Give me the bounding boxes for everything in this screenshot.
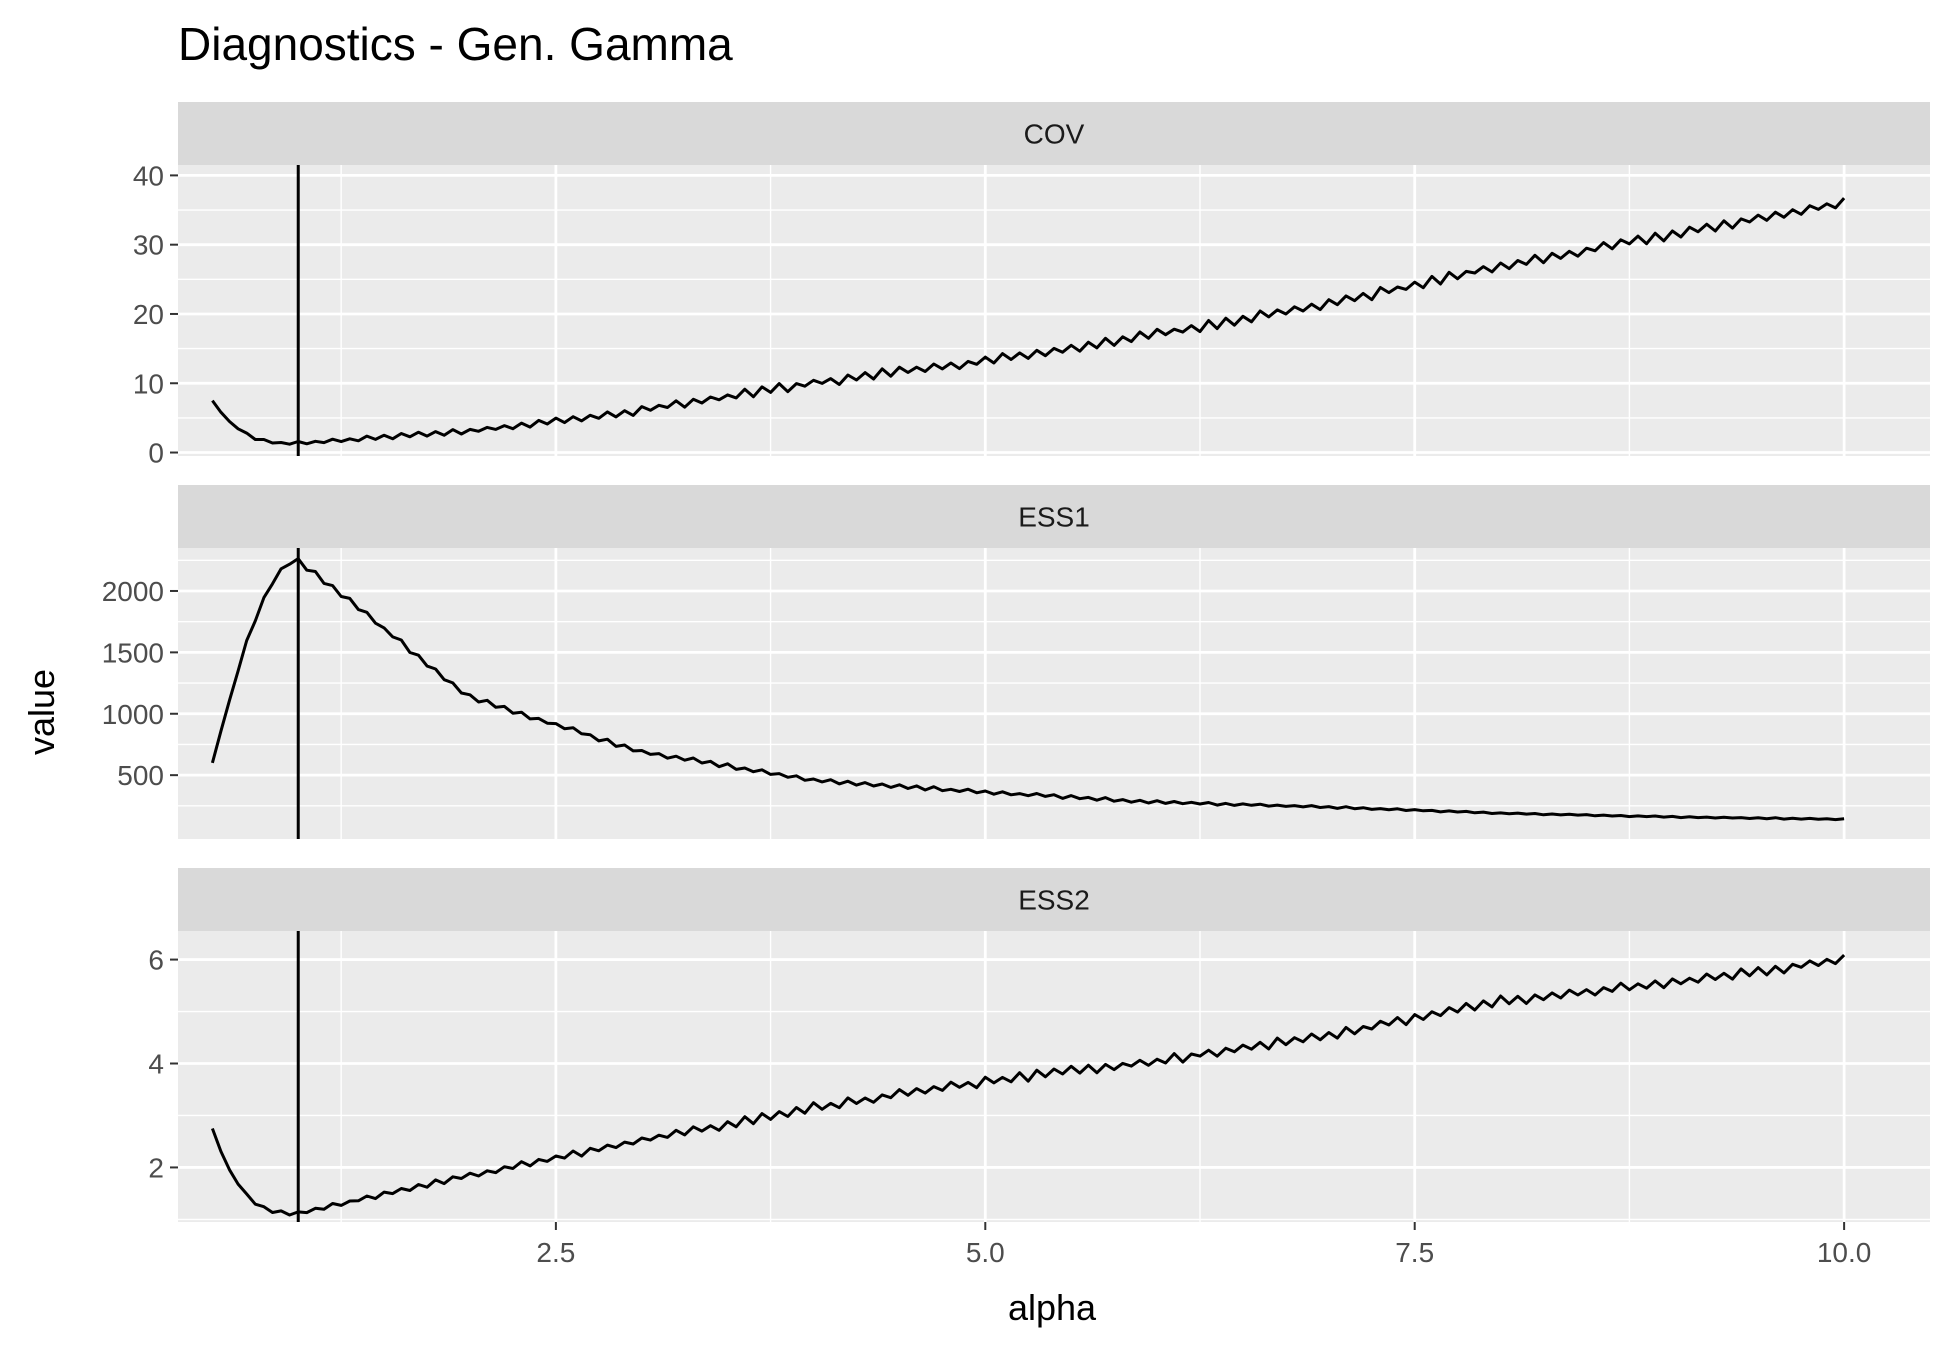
facet-ess1: ESS1 500 1000 1500 2000 xyxy=(102,485,1930,839)
y-tick-label: 0 xyxy=(148,438,164,469)
facet-strip xyxy=(178,102,1930,165)
facet-cov: COV 0 10 20 30 40 xyxy=(133,102,1930,469)
series-line-cov xyxy=(211,197,1846,446)
y-tick-label: 40 xyxy=(133,160,164,191)
series-line-ess2 xyxy=(210,954,1846,1217)
facet-strip-label: ESS2 xyxy=(1018,885,1090,916)
chart-title: Diagnostics - Gen. Gamma xyxy=(178,18,733,70)
y-tick-label: 500 xyxy=(117,760,164,791)
y-tick-label: 2 xyxy=(148,1152,164,1183)
x-tick-label: 2.5 xyxy=(536,1237,575,1268)
x-axis: 2.5 5.0 7.5 10.0 xyxy=(536,1222,1871,1268)
facet-strip-label: COV xyxy=(1024,119,1085,150)
y-tick-label: 10 xyxy=(133,368,164,399)
y-tick-label: 4 xyxy=(148,1049,164,1080)
y-axis-title: value xyxy=(21,669,62,755)
facet-panels: COV 0 10 20 30 40 ESS1 500 1000 1500 2000 ESS2 2 4 6 xyxy=(102,102,1930,1222)
facet-strip xyxy=(178,485,1930,548)
y-tick-label: 30 xyxy=(133,230,164,261)
y-tick-label: 2000 xyxy=(102,576,164,607)
x-tick-label: 7.5 xyxy=(1395,1237,1434,1268)
y-tick-label: 6 xyxy=(148,945,164,976)
panel-background xyxy=(178,931,1930,1222)
y-tick-label: 1000 xyxy=(102,699,164,730)
y-tick-label: 1500 xyxy=(102,637,164,668)
x-axis-title: alpha xyxy=(1008,1287,1097,1328)
facet-strip-label: ESS1 xyxy=(1018,502,1090,533)
x-tick-label: 10.0 xyxy=(1817,1237,1872,1268)
y-tick-label: 20 xyxy=(133,299,164,330)
facet-strip xyxy=(178,868,1930,931)
panel-background xyxy=(178,165,1930,456)
facet-ess2: ESS2 2 4 6 xyxy=(148,868,1930,1222)
x-tick-label: 5.0 xyxy=(966,1237,1005,1268)
series-line-ess1 xyxy=(210,557,1845,822)
